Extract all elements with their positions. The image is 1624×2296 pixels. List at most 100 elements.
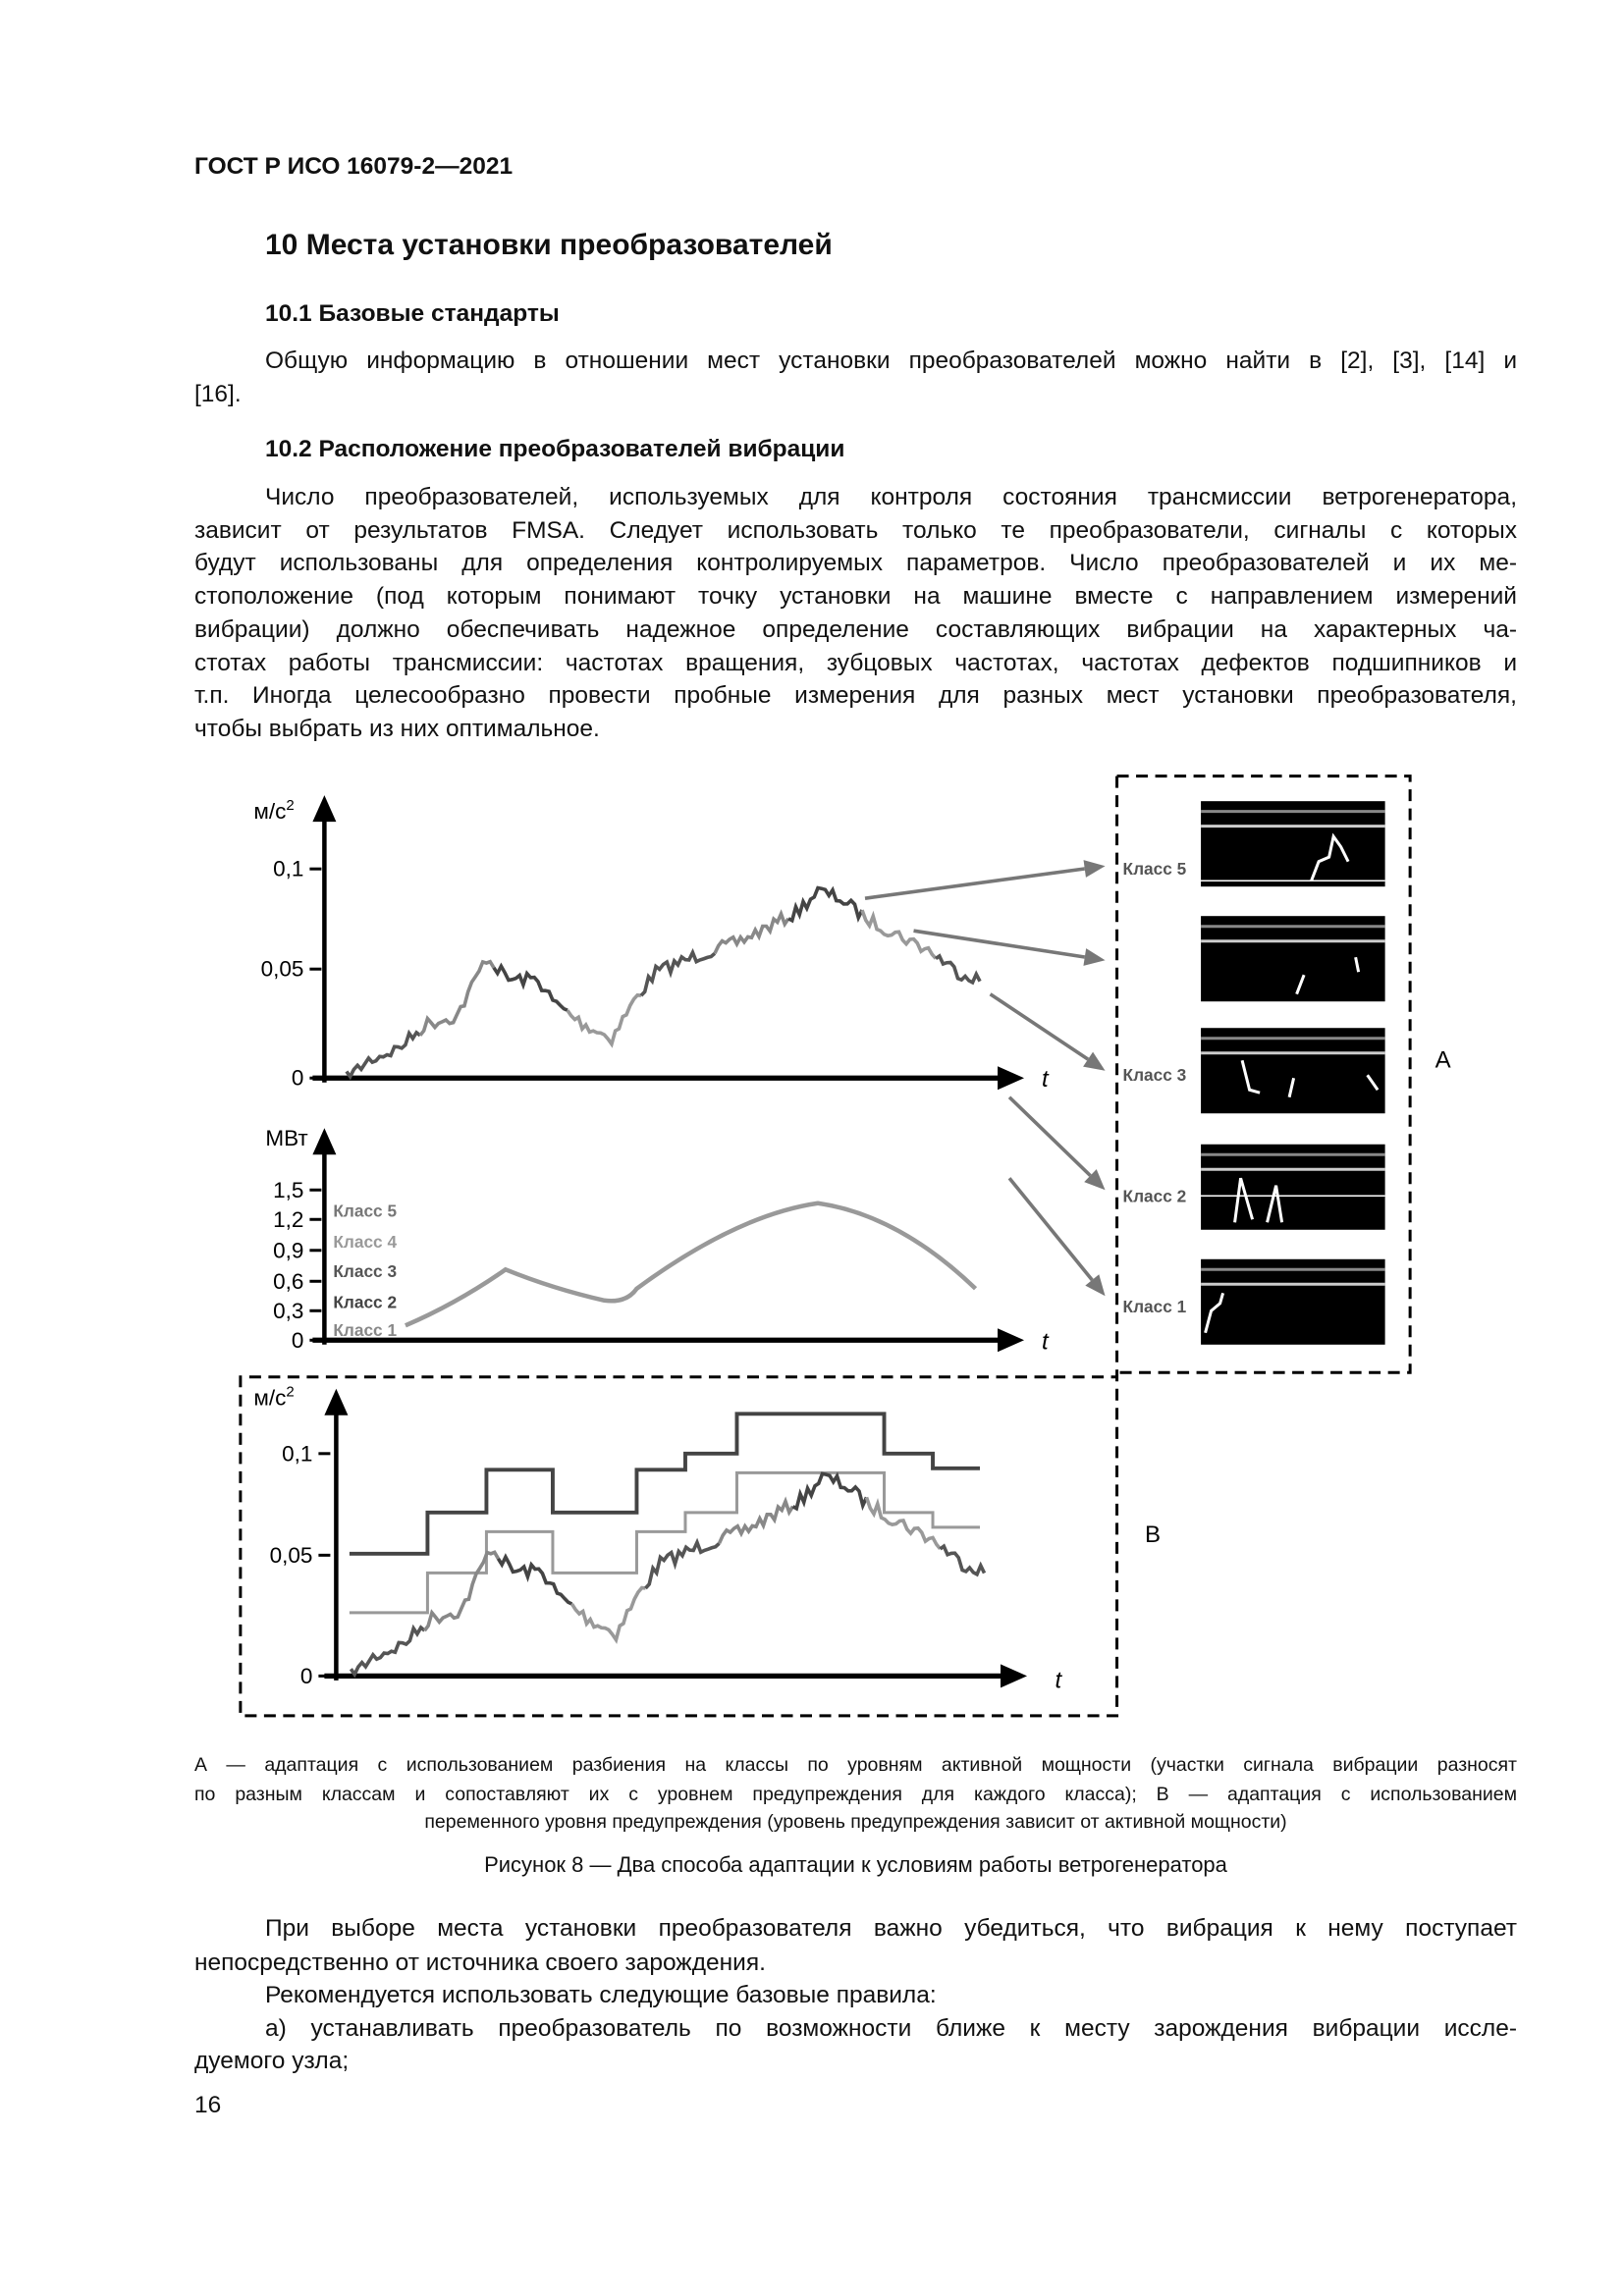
- y-tick-label: 0,1: [273, 857, 303, 881]
- panel-border: [239, 774, 1412, 1718]
- paragraph-line: стоположение (под которым понимают точку…: [194, 583, 1517, 611]
- figure-note: по разным классам и сопоставляют их с ур…: [194, 1784, 1517, 1805]
- signal: [639, 947, 717, 997]
- y-tick-label: 0: [292, 1066, 304, 1091]
- signal: [492, 962, 568, 1012]
- subsection-title: 10.2 Расположение преобразователей вибра…: [265, 436, 845, 462]
- signal-snippet: [1240, 1059, 1380, 1098]
- paragraph-line: т.п. Иногда целесообразно провести пробн…: [194, 682, 1517, 710]
- arrow-head: [1084, 1169, 1106, 1191]
- axis-unit: м/с2: [253, 797, 294, 824]
- axis-arrow: [324, 1388, 349, 1415]
- class-label: Класс 2: [1123, 1186, 1187, 1205]
- class-label: Класс 1: [333, 1320, 397, 1340]
- figure-caption: Рисунок 8 — Два способа адаптации к усло…: [484, 1852, 1227, 1877]
- class-label: Класс 2: [333, 1292, 397, 1311]
- axis-unit: м/с2: [253, 1383, 294, 1410]
- signal: [569, 1585, 646, 1644]
- power-curve: [405, 1201, 978, 1328]
- axis-arrow: [998, 1066, 1025, 1091]
- unit: МВт: [265, 1126, 307, 1150]
- arrow: [913, 929, 1086, 959]
- class-image: [1201, 1028, 1385, 1114]
- paragraph-line: Число преобразователей, используемых для…: [265, 484, 1517, 510]
- arrow-head: [1083, 1051, 1106, 1071]
- signal-snippet: [1310, 832, 1350, 881]
- paragraph-line: При выборе места установки преобразовате…: [265, 1915, 1517, 1942]
- class-label: Класс 5: [333, 1201, 397, 1220]
- panel-label: В: [1145, 1522, 1161, 1548]
- panel-label: А: [1435, 1047, 1451, 1074]
- figure-note: А — адаптация с использованием разбиения…: [194, 1754, 1517, 1776]
- paragraph-line: а) устанавливать преобразователь по возм…: [265, 2015, 1517, 2042]
- figure-note: переменного уровня предупреждения (урове…: [424, 1811, 1287, 1833]
- paragraph-line: стотах работы трансмиссии: частотах вращ…: [194, 649, 1517, 676]
- signal: [644, 1537, 721, 1590]
- arrow-head: [1085, 1274, 1106, 1297]
- arrow-head: [1083, 860, 1106, 878]
- y-tick-label: 1,2: [273, 1207, 303, 1232]
- signal-snippet: [1233, 1177, 1284, 1223]
- signal: [791, 1471, 869, 1512]
- paragraph-line: чтобы выбрать из них оптимальное.: [194, 715, 600, 742]
- signal: [935, 953, 982, 986]
- y-tick-label: 0,3: [273, 1299, 303, 1323]
- class-label: Класс 4: [333, 1232, 397, 1252]
- class-label: Класс 3: [333, 1261, 397, 1281]
- axis-arrow: [1001, 1664, 1028, 1688]
- warning-level: [349, 1470, 981, 1615]
- paragraph-line: дуемого узла;: [194, 2048, 350, 2074]
- arrow-head: [1083, 948, 1106, 966]
- section-title: 10 Места установки преобразователей: [265, 229, 833, 261]
- signal: [717, 1496, 795, 1545]
- class-label: Класс 5: [1123, 859, 1187, 879]
- class-image: [1201, 1258, 1385, 1345]
- signal: [496, 1553, 573, 1606]
- signal: [713, 909, 790, 955]
- x-axis-label: t: [1056, 1667, 1063, 1693]
- y-tick-label: 0,6: [273, 1269, 303, 1294]
- signal-snippet: [1204, 1292, 1225, 1334]
- y-tick-label: 0,05: [270, 1543, 313, 1568]
- x-axis-label: t: [1042, 1066, 1050, 1093]
- class-label: Класс 1: [1123, 1297, 1187, 1316]
- y-tick-label: 0: [300, 1664, 313, 1688]
- axis-arrow: [312, 1128, 337, 1155]
- class-image: [1201, 916, 1385, 1002]
- paragraph-line: вибрации) должно обеспечивать надежное о…: [194, 615, 1517, 643]
- paragraph-line: [16].: [194, 381, 242, 407]
- unit-sup: 2: [286, 1383, 294, 1400]
- y-tick-label: 1,5: [273, 1178, 303, 1202]
- paragraph-line: будут использованы для определения контр…: [194, 550, 1517, 577]
- signal: [939, 1543, 987, 1577]
- unit: м/с: [253, 799, 286, 824]
- class-image: [1201, 1144, 1385, 1230]
- warning-level: [349, 1412, 981, 1556]
- arrow: [989, 992, 1090, 1061]
- signal: [345, 1029, 422, 1081]
- class-label: Класс 3: [1123, 1065, 1187, 1085]
- y-tick-label: 0,05: [261, 957, 304, 982]
- paragraph-line: Общую информацию в отношении мест устано…: [265, 347, 1517, 374]
- y-tick-label: 0,1: [282, 1441, 312, 1466]
- signal: [566, 992, 642, 1048]
- signal: [349, 1624, 426, 1679]
- y-tick-label: 0: [292, 1328, 304, 1353]
- x-axis-label: t: [1042, 1328, 1050, 1355]
- arrow: [1007, 1177, 1094, 1282]
- axis-arrow: [312, 795, 337, 823]
- signal: [864, 1496, 942, 1551]
- axis-arrow: [998, 1328, 1025, 1353]
- paragraph-line: непосредственно от источника своего заро…: [194, 1949, 766, 1976]
- paragraph-line: зависит от результатов FMSA. Следует исп…: [194, 516, 1517, 544]
- signal: [787, 885, 864, 924]
- header: ГОСТ Р ИСО 16079-2—2021: [194, 153, 514, 180]
- signal: [422, 1550, 500, 1632]
- signal-snippet: [1295, 956, 1361, 995]
- unit: м/с: [253, 1385, 286, 1410]
- arrow: [864, 867, 1085, 900]
- subsection-title: 10.1 Базовые стандарты: [265, 300, 560, 327]
- class-image: [1201, 801, 1385, 887]
